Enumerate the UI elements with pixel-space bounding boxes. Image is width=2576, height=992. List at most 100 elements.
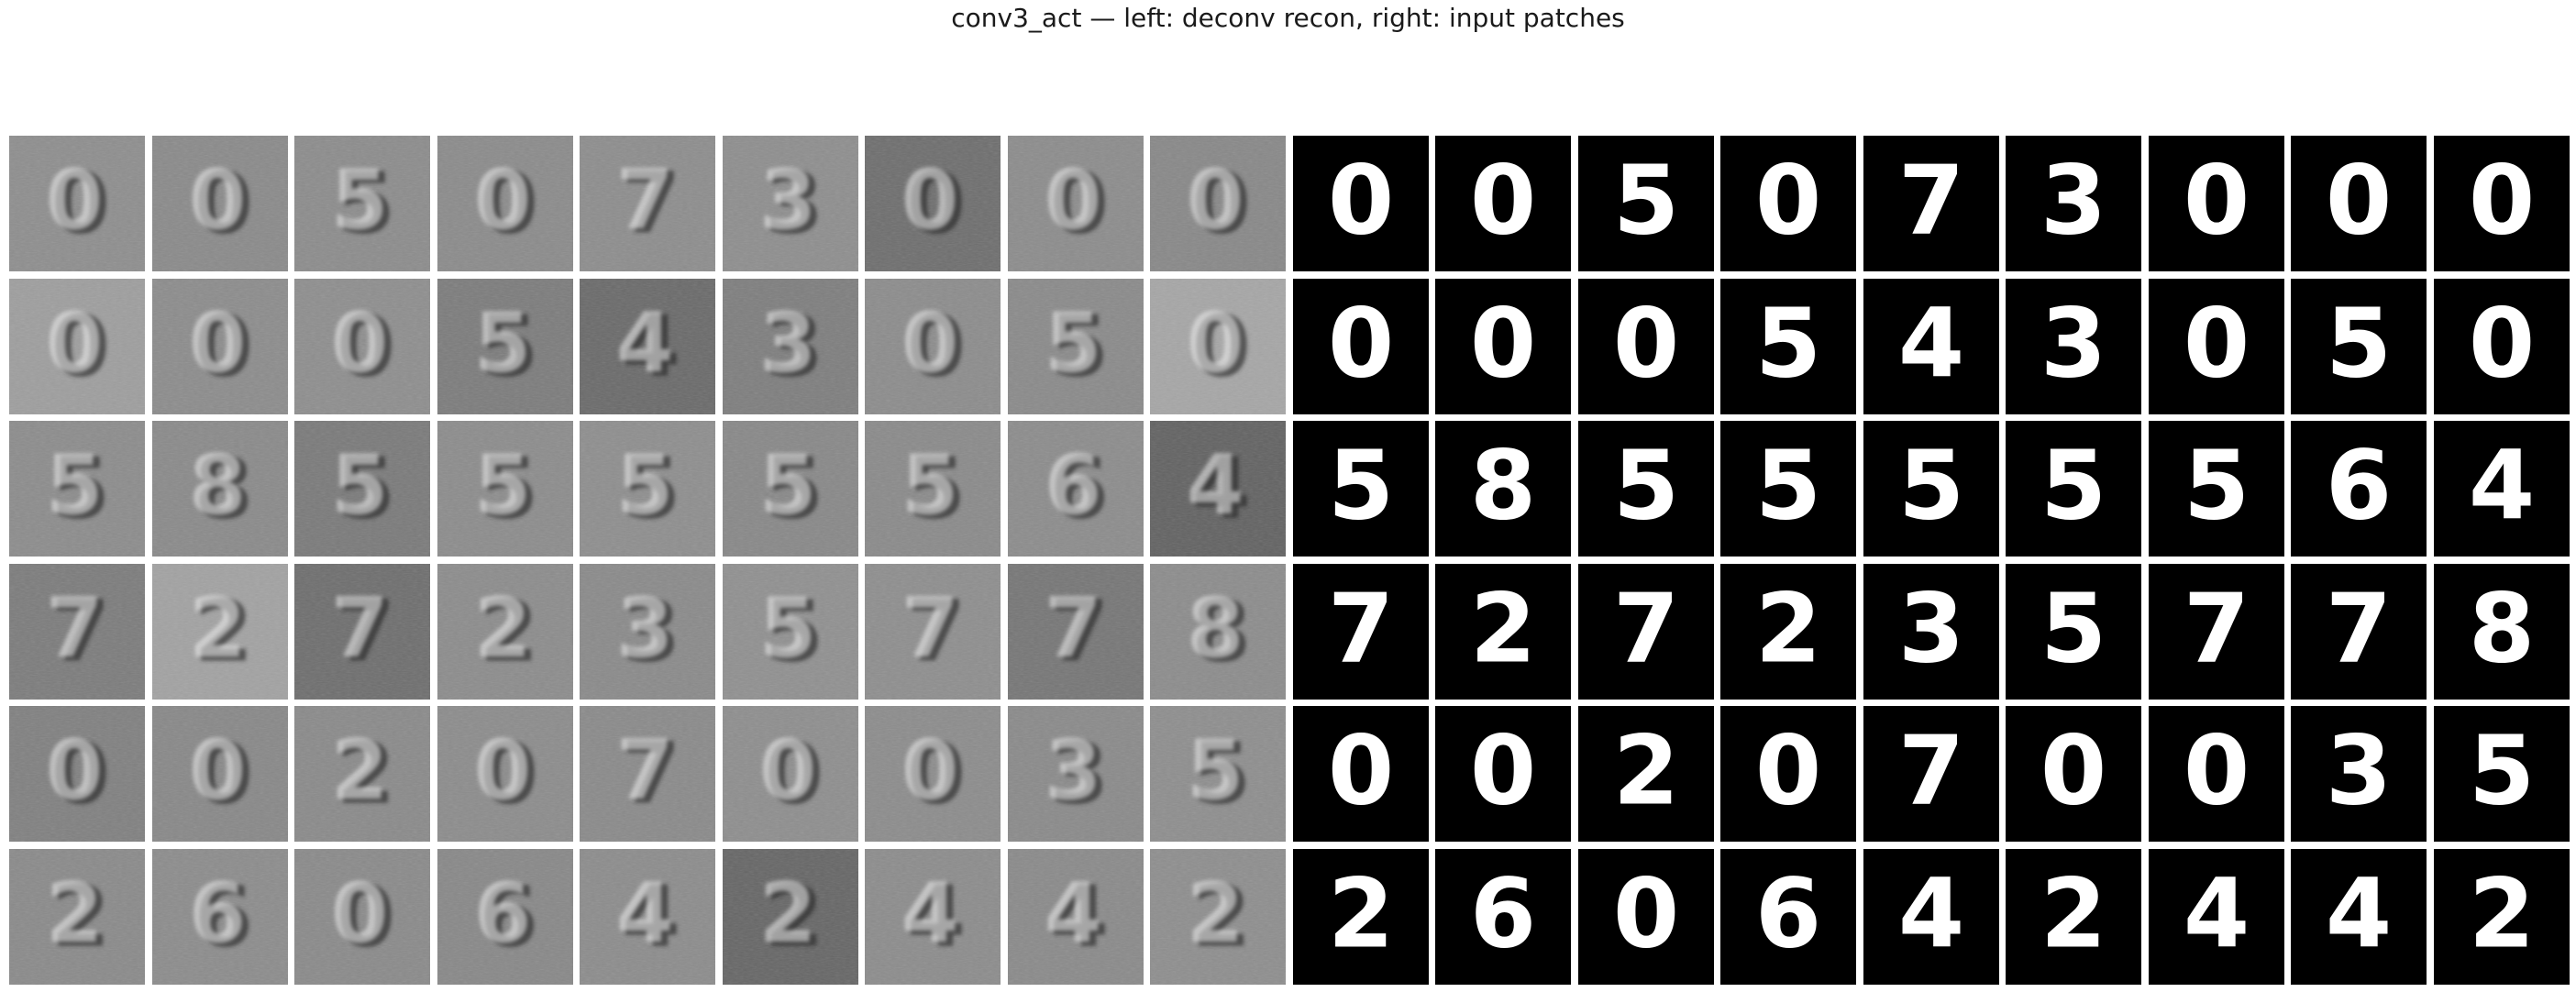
svg-text:5: 5 [765,439,824,537]
recon-patch: 55 [437,279,573,414]
svg-text:6: 6 [189,865,247,962]
recon-patch: 66 [437,849,573,985]
svg-text:3: 3 [2040,287,2106,399]
recon-patch: 55 [437,421,573,557]
svg-text:0: 0 [1470,714,1536,826]
input-patch: 2 [1435,564,1571,700]
recon-patch: 66 [152,849,288,985]
svg-text:5: 5 [616,437,674,534]
input-patch: 4 [2291,849,2427,985]
recon-patch: 33 [580,564,715,700]
recon-patch: 55 [294,421,430,557]
svg-text:5: 5 [759,437,817,534]
svg-text:2: 2 [765,867,824,965]
svg-text:0: 0 [1187,152,1244,248]
svg-text:5: 5 [331,152,389,248]
input-patch: 0 [1578,849,1714,985]
svg-text:0: 0 [2184,287,2250,399]
svg-text:3: 3 [622,582,680,680]
recon-patch: 00 [1008,136,1144,271]
recon-patch: 33 [723,279,858,414]
svg-text:2: 2 [1755,572,1821,684]
svg-text:3: 3 [1898,572,1964,684]
recon-patch: 22 [1150,849,1286,985]
svg-text:0: 0 [1328,144,1394,256]
svg-text:0: 0 [1050,154,1109,252]
svg-text:2: 2 [51,867,110,965]
svg-text:2: 2 [1470,572,1536,684]
svg-text:3: 3 [765,297,824,395]
input-patch: 5 [1578,421,1714,557]
svg-text:3: 3 [765,154,824,252]
svg-text:0: 0 [2469,287,2535,399]
svg-text:0: 0 [1755,714,1821,826]
svg-text:0: 0 [46,152,104,248]
svg-text:4: 4 [616,865,674,962]
svg-text:2: 2 [2469,857,2535,969]
svg-text:8: 8 [194,439,253,537]
recon-patch: 00 [1150,136,1286,271]
svg-text:0: 0 [331,865,389,962]
recon-patch: 77 [580,706,715,842]
svg-text:2: 2 [337,724,395,822]
input-patch: 0 [2149,279,2284,414]
recon-patch: 00 [865,279,1001,414]
recon-patch: 00 [9,279,145,414]
input-patch: 0 [2149,136,2284,271]
input-patch: 3 [2006,136,2141,271]
input-patch: 2 [2434,849,2570,985]
svg-text:2: 2 [474,580,532,677]
svg-text:5: 5 [1187,722,1244,819]
recon-patch: 55 [723,564,858,700]
svg-text:0: 0 [1613,287,1679,399]
input-patch: 7 [1578,564,1714,700]
input-patch: 8 [2434,564,2570,700]
svg-text:6: 6 [474,865,532,962]
svg-text:0: 0 [189,722,247,819]
svg-text:7: 7 [616,152,674,248]
recon-patch: 00 [152,279,288,414]
svg-text:7: 7 [1898,714,1964,826]
svg-text:5: 5 [331,437,389,534]
svg-text:3: 3 [2326,714,2392,826]
svg-text:4: 4 [2184,857,2250,969]
svg-text:0: 0 [901,152,959,248]
input-patch: 7 [1863,706,1999,842]
recon-patch: 00 [9,136,145,271]
svg-text:5: 5 [759,580,817,677]
svg-text:0: 0 [2184,144,2250,256]
svg-text:0: 0 [46,295,104,391]
svg-text:6: 6 [1755,857,1821,969]
svg-text:6: 6 [1470,857,1536,969]
svg-text:7: 7 [1045,580,1102,677]
recon-patch: 77 [1008,564,1144,700]
input-patch: 7 [1863,136,1999,271]
svg-text:4: 4 [2326,857,2392,969]
svg-text:0: 0 [46,722,104,819]
svg-text:5: 5 [474,437,532,534]
svg-text:3: 3 [616,580,674,677]
svg-text:0: 0 [51,154,110,252]
svg-text:7: 7 [2326,572,2392,684]
svg-text:2: 2 [194,582,253,680]
recon-patch: 00 [152,136,288,271]
input-patch: 6 [1435,849,1571,985]
svg-text:2: 2 [1187,865,1244,962]
svg-text:5: 5 [1755,429,1821,541]
svg-text:2: 2 [46,865,104,962]
input-patch: 0 [1435,279,1571,414]
recon-patch: 44 [1150,421,1286,557]
recon-patch: 00 [865,136,1001,271]
svg-text:0: 0 [194,297,253,395]
svg-text:2: 2 [2040,857,2106,969]
svg-text:8: 8 [2469,572,2535,684]
recon-patch: 77 [865,564,1001,700]
input-patch: 7 [2291,564,2427,700]
input-patch: 5 [1578,136,1714,271]
svg-text:0: 0 [51,724,110,822]
recon-patch: 22 [9,849,145,985]
svg-text:2: 2 [1328,857,1394,969]
svg-text:0: 0 [907,297,966,395]
svg-text:6: 6 [194,867,253,965]
input-patch: 5 [1293,421,1429,557]
